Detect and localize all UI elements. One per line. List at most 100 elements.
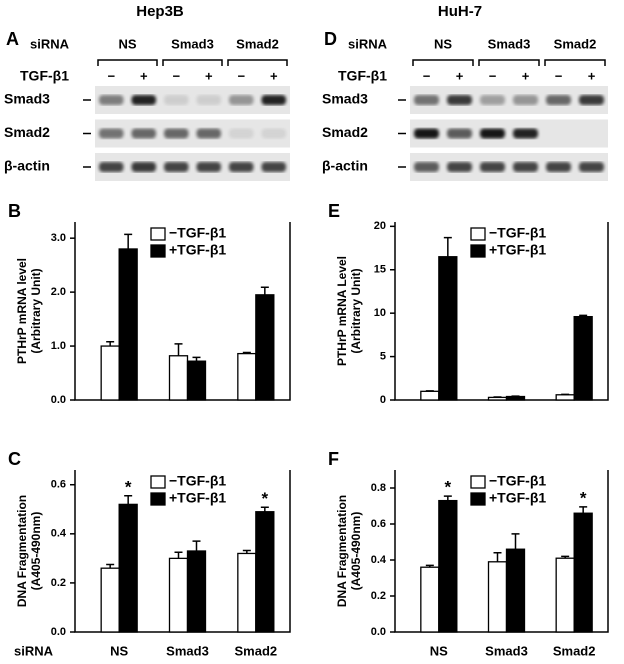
x-axis-label: siRNA bbox=[14, 643, 54, 658]
bar bbox=[505, 395, 526, 401]
legend-label: +TGF-β1 bbox=[489, 490, 546, 506]
legend-swatch bbox=[470, 244, 486, 258]
error-bar bbox=[579, 314, 588, 317]
blot-band bbox=[99, 95, 124, 105]
blot-row-label: Smad3 bbox=[322, 91, 368, 107]
blot-band bbox=[546, 95, 571, 105]
legend-label: +TGF-β1 bbox=[489, 242, 546, 258]
blot-band bbox=[513, 128, 538, 139]
y-axis-label: PTHrP mRNA Level bbox=[335, 256, 349, 366]
error-bar bbox=[260, 506, 269, 512]
lane-sign: − bbox=[489, 68, 497, 83]
y-tick-label: 0.0 bbox=[51, 394, 66, 406]
bar bbox=[555, 557, 575, 633]
x-tick-label: Smad3 bbox=[485, 643, 528, 658]
y-tick-label: 10 bbox=[374, 307, 386, 319]
error-bar bbox=[443, 236, 452, 257]
bar bbox=[420, 390, 440, 401]
error-bar bbox=[124, 233, 133, 249]
y-axis-label: (Arbitrary Unit) bbox=[349, 268, 363, 353]
error-bar bbox=[174, 343, 183, 356]
y-tick-label: 2.0 bbox=[51, 286, 66, 298]
legend-label: −TGF-β1 bbox=[489, 473, 546, 489]
blot-band bbox=[546, 162, 571, 172]
error-bar bbox=[260, 286, 269, 295]
error-bar bbox=[124, 495, 133, 505]
significance-marker: * bbox=[262, 489, 269, 508]
y-tick-label: 20 bbox=[374, 220, 386, 232]
legend-swatch bbox=[470, 227, 486, 241]
group-bracket bbox=[97, 59, 158, 66]
panel-letter: C bbox=[8, 449, 21, 469]
lane-sign: + bbox=[522, 68, 530, 83]
blot-band bbox=[480, 162, 505, 172]
error-bar bbox=[106, 563, 115, 569]
blot-band bbox=[261, 95, 286, 105]
bar bbox=[237, 352, 257, 401]
blot-strip bbox=[95, 86, 290, 114]
legend-swatch bbox=[470, 475, 486, 489]
blot-band bbox=[579, 162, 604, 172]
y-tick-label: 0.6 bbox=[371, 518, 386, 530]
group-bracket bbox=[412, 59, 474, 66]
blot-row-label: Smad2 bbox=[4, 124, 50, 140]
bar bbox=[438, 499, 458, 633]
bar bbox=[168, 355, 189, 401]
cell-line-title: Hep3B bbox=[136, 3, 184, 20]
panel-letter: F bbox=[328, 449, 339, 469]
legend-swatch bbox=[150, 492, 166, 506]
y-tick-label: 0.4 bbox=[371, 554, 387, 566]
error-bar bbox=[242, 549, 251, 554]
y-axis-label: PTHrP mRNA level bbox=[15, 258, 29, 364]
y-axis-label: (Arbitrary Unit) bbox=[29, 268, 43, 353]
bar bbox=[555, 394, 575, 401]
x-tick-label: Smad3 bbox=[166, 643, 209, 658]
y-tick-label: 15 bbox=[374, 264, 386, 276]
blot-band bbox=[480, 128, 505, 139]
y-tick-label: 0.2 bbox=[371, 590, 386, 602]
group-label: Smad2 bbox=[554, 36, 597, 51]
error-bar bbox=[242, 351, 251, 354]
blot-band bbox=[196, 95, 221, 105]
bar bbox=[438, 256, 458, 401]
error-bar bbox=[174, 551, 183, 559]
y-tick-label: 3.0 bbox=[51, 232, 66, 244]
bar bbox=[420, 566, 440, 633]
blot-band bbox=[131, 128, 156, 139]
blot-band bbox=[513, 95, 538, 105]
group-bracket bbox=[478, 59, 540, 66]
blot-band bbox=[164, 95, 189, 105]
error-bar bbox=[106, 340, 115, 347]
y-tick-label: 0.0 bbox=[51, 626, 66, 638]
blot-strip bbox=[410, 86, 608, 114]
treatment-label: TGF-β1 bbox=[20, 68, 69, 84]
group-label: Smad2 bbox=[236, 36, 279, 51]
x-tick-label: Smad2 bbox=[235, 643, 278, 658]
panel-letter: B bbox=[8, 201, 21, 221]
y-tick-label: 0 bbox=[380, 394, 386, 406]
panel-letter: D bbox=[324, 29, 337, 49]
blot-band bbox=[447, 162, 472, 172]
blot-band bbox=[579, 95, 604, 105]
bar bbox=[505, 548, 526, 633]
blot-band bbox=[513, 162, 538, 172]
blot-band bbox=[480, 95, 505, 105]
lane-sign: + bbox=[588, 68, 596, 83]
blot-strip bbox=[410, 153, 608, 181]
lane-sign: + bbox=[456, 68, 464, 83]
group-bracket bbox=[227, 59, 288, 66]
group-bracket bbox=[162, 59, 223, 66]
error-bar bbox=[561, 555, 570, 559]
cell-line-title: HuH-7 bbox=[438, 3, 482, 20]
sirna-label: siRNA bbox=[348, 36, 388, 51]
legend-swatch bbox=[150, 227, 166, 241]
blot-row-label: Smad3 bbox=[4, 91, 50, 107]
y-tick-label: 0.2 bbox=[51, 577, 66, 589]
blot-band bbox=[229, 128, 254, 139]
error-bar bbox=[192, 356, 201, 362]
lane-sign: − bbox=[107, 68, 115, 83]
bar bbox=[573, 512, 593, 633]
x-tick-label: NS bbox=[430, 643, 448, 658]
x-tick-label: NS bbox=[110, 643, 128, 658]
y-tick-label: 5 bbox=[380, 350, 386, 362]
